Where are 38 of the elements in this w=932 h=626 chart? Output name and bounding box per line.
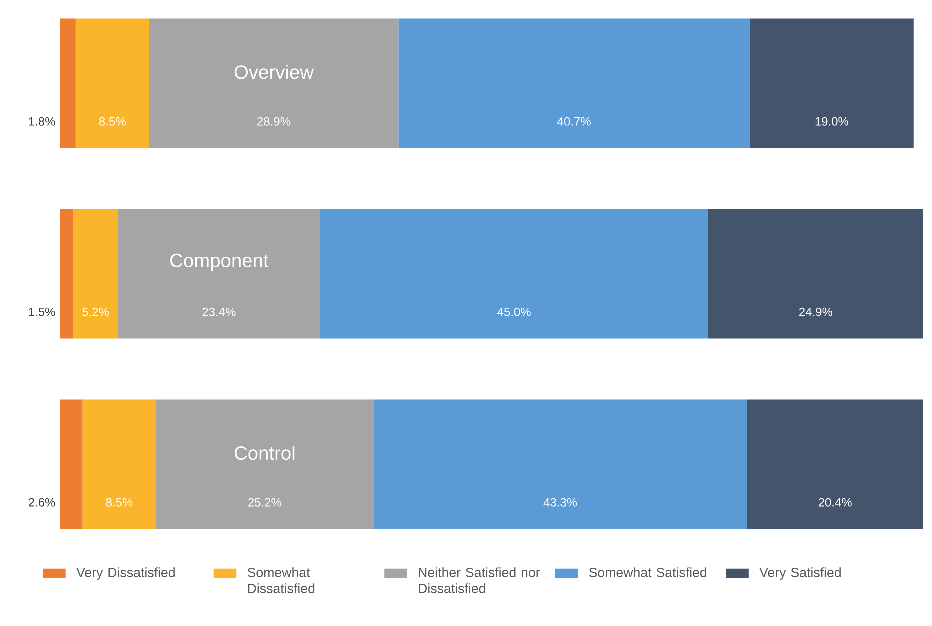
legend-label: Very Dissatisfied [76,568,175,580]
data-label: 2.6% [28,498,56,507]
bar [76,18,150,148]
bar [747,400,924,530]
legend-label: Very Satisfied [760,568,841,580]
data-label: 1.8% [29,117,56,126]
data-label: 40.7% [558,117,591,126]
data-label: 19.0% [816,117,848,126]
bar [73,209,118,339]
data-label: 23.4% [202,308,236,316]
y-tick-label: Overview [234,65,314,80]
data-label: 8.5% [106,498,133,507]
bar [149,18,399,148]
data-label: 20.4% [818,498,852,507]
bar [320,209,708,339]
data-label: 8.5% [99,117,126,126]
legend-label: Neither Satisfied nor Dissatisfied [419,568,540,594]
legend-label: Somewhat Dissatisfied [248,568,315,594]
legend-label: Somewhat Satisfied [589,568,707,578]
y-tick-label: Component [170,254,269,272]
y-tick-label: Control [234,446,295,460]
bar [750,18,914,148]
data-label: 24.9% [800,308,833,316]
bar [708,209,924,339]
data-label: 1.5% [29,308,56,316]
data-label: 5.2% [82,308,110,316]
bar [60,209,74,339]
bar [374,400,748,530]
bar [156,400,374,530]
data-label: 25.2% [248,498,282,507]
bar [82,400,156,530]
bar [60,400,83,530]
bar [118,209,320,339]
bar [60,18,76,148]
data-label: 28.9% [258,117,291,126]
data-label: 45.0% [498,308,531,316]
bar [398,18,750,148]
data-label: 43.3% [544,498,578,507]
